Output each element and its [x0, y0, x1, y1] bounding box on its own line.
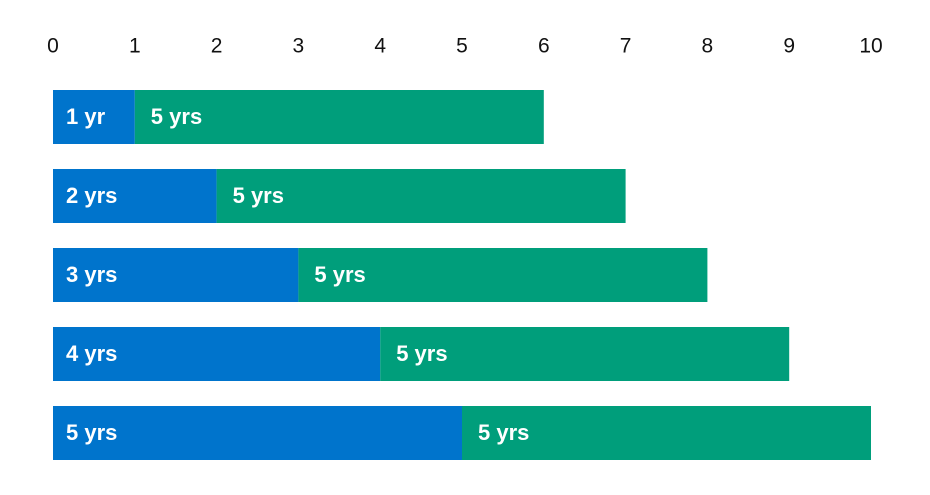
x-tick-label: 1 [129, 35, 141, 58]
x-tick-label: 4 [374, 35, 386, 58]
bar-segment [53, 169, 217, 223]
bar-segment [53, 248, 299, 302]
value-label: 5 yrs [478, 420, 529, 445]
bar-segment [380, 327, 790, 381]
bar-segment [53, 327, 381, 381]
x-tick-label: 5 [456, 35, 468, 58]
x-tick-label: 7 [620, 35, 632, 58]
x-tick-label: 0 [47, 35, 59, 58]
x-tick-label: 3 [293, 35, 305, 58]
value-label: 4 yrs [66, 341, 117, 366]
x-tick-label: 6 [538, 35, 550, 58]
x-tick-label: 2 [211, 35, 223, 58]
x-tick-label: 8 [702, 35, 714, 58]
value-label: 1 yr [66, 104, 106, 129]
value-label: 3 yrs [66, 262, 117, 287]
bar-segment [298, 248, 708, 302]
value-label: 5 yrs [314, 262, 365, 287]
value-label: 5 yrs [233, 183, 284, 208]
value-label: 5 yrs [396, 341, 447, 366]
bar-segment [134, 90, 544, 144]
value-label: 5 yrs [151, 104, 202, 129]
bar-segment [53, 90, 135, 144]
value-label: 2 yrs [66, 183, 117, 208]
x-tick-label: 10 [859, 35, 882, 58]
bar-segment [53, 406, 462, 460]
value-label: 5 yrs [66, 420, 117, 445]
bar-segment [216, 169, 626, 223]
x-tick-label: 9 [783, 35, 795, 58]
bar-segment [462, 406, 871, 460]
